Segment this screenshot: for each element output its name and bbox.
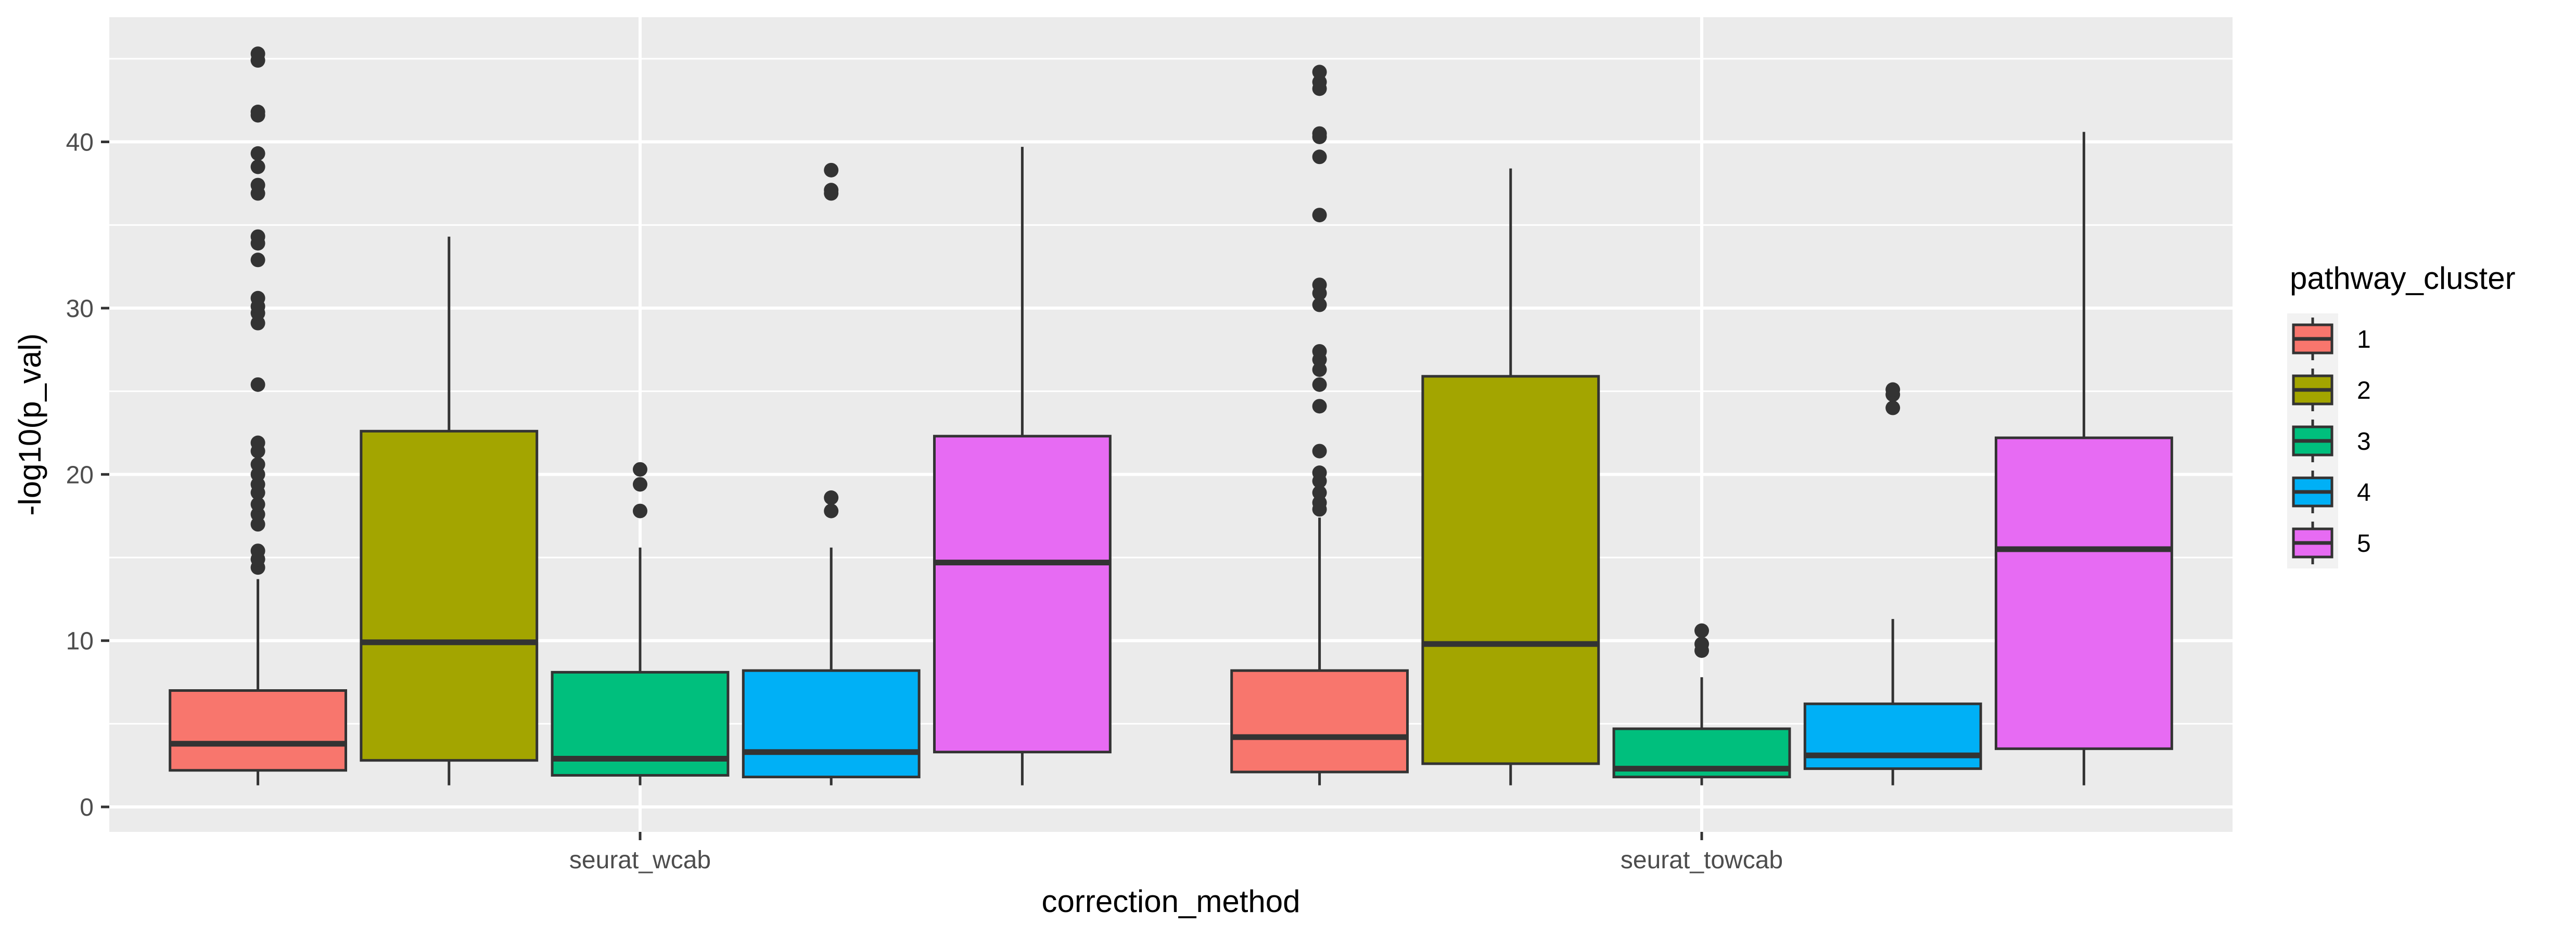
outlier-point <box>633 477 647 492</box>
outlier-point <box>1312 277 1327 293</box>
outlier-point <box>1312 208 1327 223</box>
box-iqr <box>1803 702 1982 770</box>
legend-title: pathway_cluster <box>2290 261 2516 296</box>
y-tick-label: 0 <box>80 794 94 821</box>
outlier-point <box>250 497 265 512</box>
outlier-point <box>824 503 839 518</box>
box-iqr <box>742 669 921 779</box>
legend-label: 2 <box>2357 377 2371 404</box>
outlier-point <box>1694 623 1709 638</box>
outlier-point <box>1312 362 1327 377</box>
outlier-point <box>250 517 265 532</box>
outlier-point <box>250 477 265 492</box>
outlier-point <box>250 457 265 472</box>
y-axis-title: -log10(p_val) <box>12 333 47 515</box>
outlier-point <box>1312 485 1327 500</box>
boxes-layer <box>169 46 2173 786</box>
box-group <box>1803 382 1982 786</box>
box-group <box>1612 623 1791 786</box>
x-tick-label: seurat_towcab <box>1621 846 1783 874</box>
outlier-point <box>1312 297 1327 312</box>
box-iqr <box>1421 375 1600 765</box>
legend-label: 3 <box>2357 428 2371 455</box>
outlier-point <box>250 435 265 450</box>
outlier-point <box>633 503 647 518</box>
outlier-point <box>250 105 265 120</box>
axes-layer: 0 10 20 30 40 seurat_wcab seurat_towcab <box>66 129 1783 874</box>
outlier-point <box>1312 465 1327 480</box>
outlier-point <box>633 462 647 477</box>
outlier-point <box>1312 126 1327 141</box>
x-tick-label: seurat_wcab <box>569 846 711 874</box>
box-iqr <box>1230 669 1409 774</box>
outlier-point <box>824 162 839 178</box>
legend-label: 4 <box>2357 479 2371 507</box>
y-tick-label: 40 <box>66 129 94 157</box>
outlier-point <box>250 146 265 161</box>
box-iqr <box>933 435 1112 754</box>
legend: pathway_cluster 1 2 3 4 5 <box>2287 261 2516 568</box>
outlier-point <box>250 543 265 559</box>
outlier-point <box>250 377 265 392</box>
outlier-point <box>824 183 839 198</box>
outlier-point <box>1312 495 1327 510</box>
box-group <box>551 462 730 786</box>
y-tick-label: 10 <box>66 628 94 655</box>
outlier-point <box>250 315 265 331</box>
box-group <box>1230 65 1409 786</box>
box-group <box>933 147 1112 786</box>
outlier-point <box>250 467 265 482</box>
box-group <box>742 162 921 786</box>
outlier-point <box>1694 637 1709 652</box>
outlier-point <box>250 178 265 193</box>
outlier-point <box>250 507 265 522</box>
y-tick-label: 30 <box>66 295 94 323</box>
legend-label: 5 <box>2357 530 2371 558</box>
outlier-point <box>1312 344 1327 359</box>
outlier-point <box>250 159 265 174</box>
outlier-point <box>250 229 265 244</box>
box-group <box>169 46 348 786</box>
outlier-point <box>824 490 839 505</box>
outlier-point <box>1312 399 1327 414</box>
box-iqr <box>169 689 348 772</box>
box-iqr <box>1994 436 2173 750</box>
outlier-point <box>1312 377 1327 392</box>
outlier-point <box>1312 444 1327 459</box>
outlier-point <box>250 252 265 268</box>
box-group <box>1421 168 1600 786</box>
box-group <box>360 236 539 786</box>
outlier-point <box>1885 400 1901 415</box>
x-axis-title: correction_method <box>1042 884 1300 919</box>
outlier-point <box>250 46 265 61</box>
outlier-point <box>1312 149 1327 164</box>
outlier-point <box>250 290 265 306</box>
box-iqr <box>360 429 539 762</box>
outlier-point <box>1312 74 1327 90</box>
outlier-point <box>1312 65 1327 80</box>
outlier-point <box>1885 382 1901 397</box>
box-group <box>1994 132 2173 786</box>
y-tick-label: 20 <box>66 461 94 489</box>
legend-label: 1 <box>2357 326 2371 353</box>
